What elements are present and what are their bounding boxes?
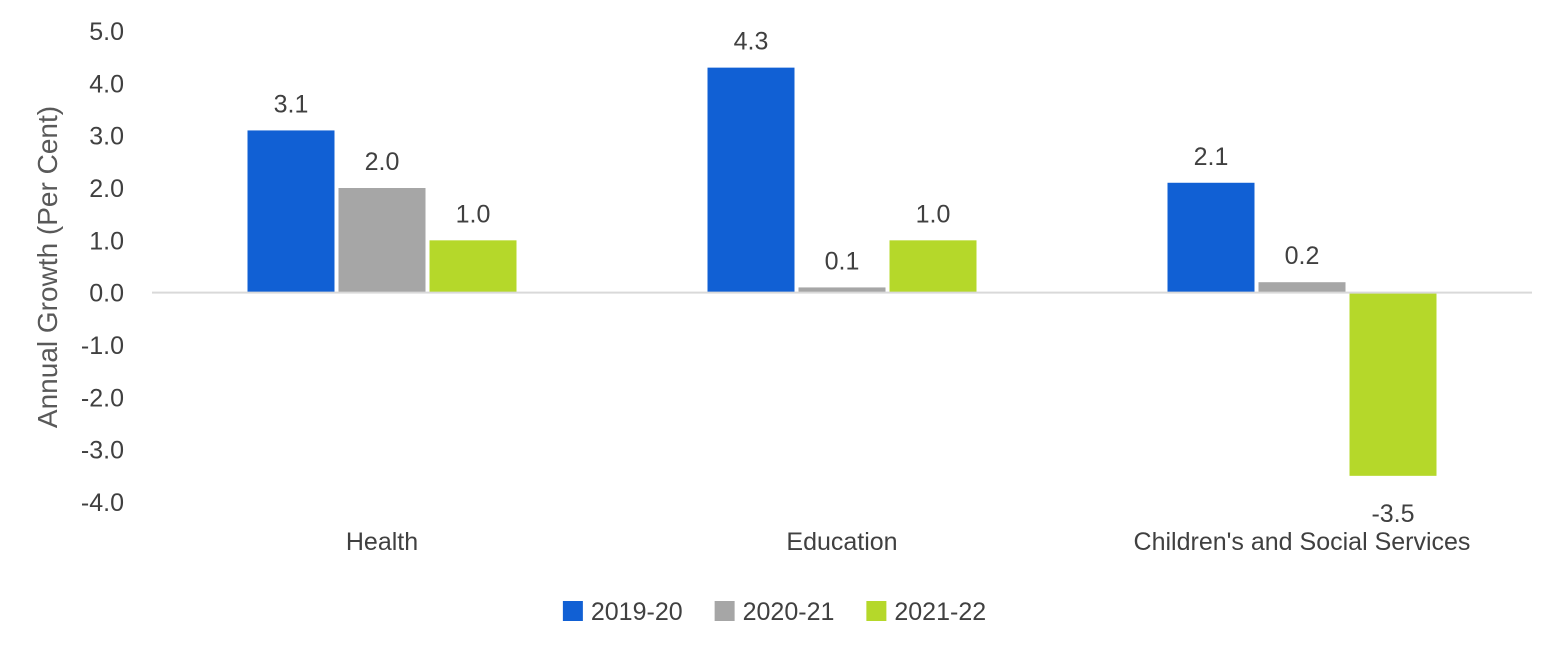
legend: 2019-20 2020-21 2021-22 [562, 598, 986, 626]
bar [1349, 292, 1437, 476]
legend-swatch [866, 601, 887, 621]
legend-swatch [562, 601, 583, 621]
bar [707, 67, 795, 293]
data-label: 2.0 [365, 148, 400, 176]
data-label: 3.1 [274, 90, 309, 118]
bar [429, 240, 517, 293]
bar [338, 188, 426, 293]
data-label: 1.0 [456, 200, 491, 228]
bar [1167, 182, 1255, 293]
bar [889, 240, 977, 293]
y-tick-label: -1.0 [81, 332, 124, 360]
legend-label: 2019-20 [591, 598, 683, 626]
legend-label: 2021-22 [894, 598, 986, 626]
data-label: 2.1 [1194, 143, 1229, 171]
y-tick-label: 3.0 [89, 123, 124, 151]
category-labels: Health Education Children's and Social Ser… [346, 528, 1471, 556]
bar [1258, 282, 1346, 293]
bar [798, 287, 886, 293]
category-label: Education [786, 528, 897, 556]
data-label: 1.0 [916, 200, 951, 228]
legend-label: 2020-21 [743, 598, 835, 626]
data-label: -3.5 [1371, 500, 1414, 528]
y-axis-ticks: 5.0 4.0 3.0 2.0 1.0 0.0 -1.0 -2.0 -3.0 -4.0 [81, 18, 124, 517]
y-tick-label: -4.0 [81, 489, 124, 517]
y-tick-label: -3.0 [81, 437, 124, 465]
y-tick-label: 2.0 [89, 175, 124, 203]
y-tick-label: -2.0 [81, 384, 124, 412]
y-tick-label: 1.0 [89, 227, 124, 255]
bars [247, 67, 1437, 476]
y-tick-label: 4.0 [89, 70, 124, 98]
category-label: Health [346, 528, 418, 556]
legend-swatch [714, 601, 735, 621]
data-label: 0.1 [825, 247, 860, 275]
y-tick-label: 0.0 [89, 280, 124, 308]
data-labels: 3.1 2.0 1.0 4.3 0.1 1.0 2.1 0.2 -3.5 [274, 28, 1415, 528]
y-tick-label: 5.0 [89, 18, 124, 46]
y-axis-label: Annual Growth (Per Cent) [32, 106, 63, 428]
category-label: Children's and Social Services [1134, 528, 1471, 556]
data-label: 4.3 [734, 28, 769, 56]
data-label: 0.2 [1285, 242, 1320, 270]
bar [247, 130, 335, 293]
